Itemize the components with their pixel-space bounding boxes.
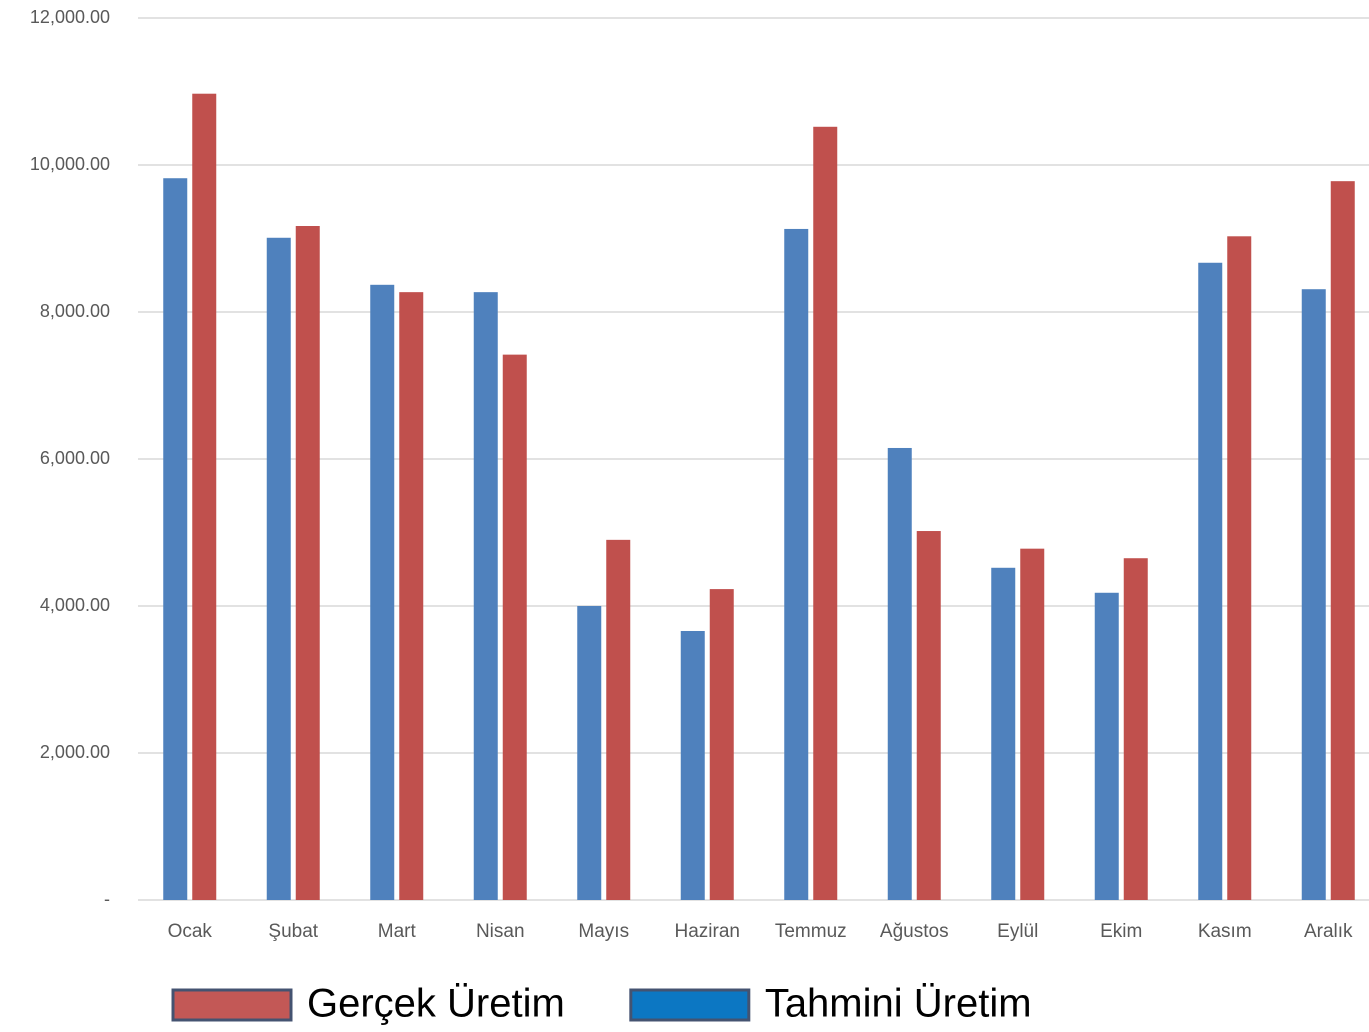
bar <box>784 228 809 900</box>
bar <box>1020 548 1045 900</box>
legend-swatch <box>171 988 293 1022</box>
bar <box>606 539 631 900</box>
bar <box>1301 289 1326 901</box>
bar <box>370 284 395 900</box>
bar <box>1330 181 1355 901</box>
bar <box>502 354 527 900</box>
bar <box>1094 592 1119 900</box>
bar <box>680 630 705 900</box>
bar <box>709 589 734 900</box>
bar <box>887 447 912 900</box>
bar <box>916 531 941 900</box>
bar <box>991 567 1016 900</box>
x-tick-label: Nisan <box>476 921 525 942</box>
x-tick-label: Kasım <box>1198 921 1252 942</box>
bar <box>1198 262 1223 900</box>
bar <box>399 292 424 900</box>
x-tick-label: Ekim <box>1100 921 1142 942</box>
bar <box>577 606 602 900</box>
y-tick-label: 8,000.00 <box>40 301 110 321</box>
x-tick-label: Mayıs <box>578 921 629 942</box>
legend-swatch <box>629 988 751 1022</box>
y-tick-label: 10,000.00 <box>30 154 110 174</box>
y-tick-label: 12,000.00 <box>30 7 110 27</box>
x-tick-label: Haziran <box>675 921 740 942</box>
x-tick-label: Ocak <box>168 921 213 942</box>
y-tick-label: 6,000.00 <box>40 448 110 468</box>
legend-label: Tahmini Üretim <box>765 982 1032 1026</box>
bar <box>1227 236 1252 901</box>
x-tick-label: Eylül <box>997 921 1038 942</box>
bar <box>163 178 188 901</box>
y-tick-label: 2,000.00 <box>40 742 110 762</box>
bar <box>1123 558 1148 900</box>
bar <box>295 226 320 900</box>
bar <box>473 292 498 900</box>
y-tick-label: 4,000.00 <box>40 595 110 615</box>
legend-label: Gerçek Üretim <box>307 982 565 1026</box>
x-tick-label: Mart <box>378 921 417 942</box>
x-tick-label: Aralık <box>1304 921 1353 942</box>
x-tick-label: Temmuz <box>775 921 847 942</box>
bar <box>266 237 291 900</box>
x-tick-label: Ağustos <box>880 921 949 942</box>
bar <box>192 93 217 900</box>
bar <box>813 126 838 900</box>
y-tick-label: - <box>104 889 110 909</box>
x-tick-label: Şubat <box>268 921 318 942</box>
